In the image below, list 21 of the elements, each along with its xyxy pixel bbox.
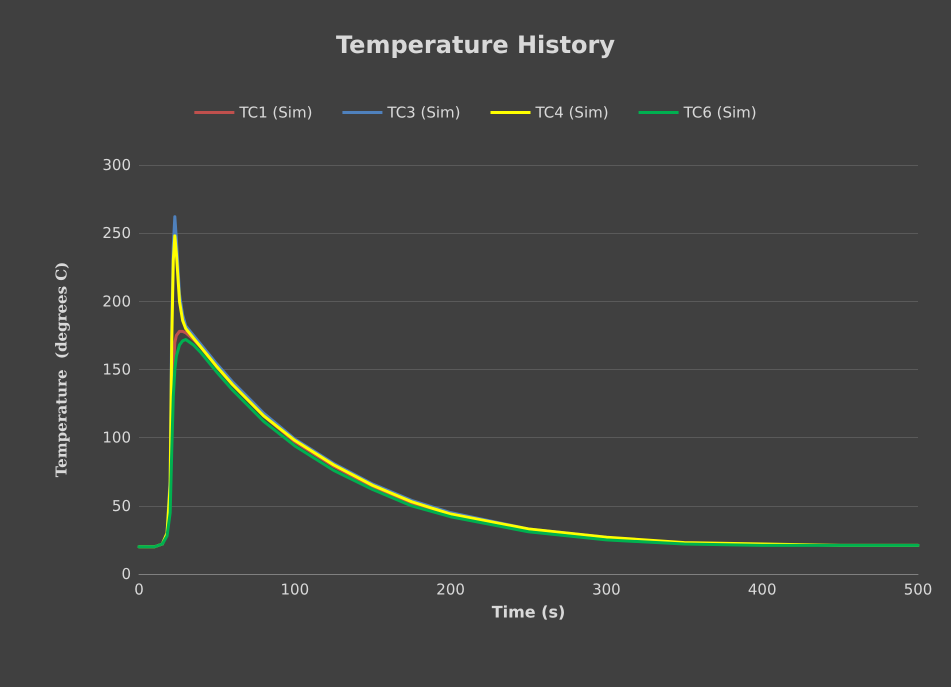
y-tick-label: 100 <box>102 428 131 447</box>
line-series <box>138 338 920 548</box>
x-tick-label: 400 <box>748 580 777 598</box>
legend-label: TC3 (Sim) <box>386 104 461 122</box>
y-tick-label: 250 <box>102 224 131 242</box>
x-tick-label: 200 <box>436 580 465 598</box>
chart-title: Temperature History <box>336 31 616 59</box>
y-tick-label: 200 <box>102 292 131 310</box>
legend-label: TC4 (Sim) <box>534 104 609 122</box>
x-tick-label: 100 <box>280 580 310 598</box>
y-tick-label: 0 <box>121 565 131 583</box>
x-tick-label: 500 <box>904 580 932 598</box>
legend-label: TC1 (Sim) <box>238 104 312 122</box>
y-tick-label: 300 <box>102 156 131 174</box>
x-axis-title: Time (s) <box>492 602 566 622</box>
x-tick-label: 0 <box>134 580 144 598</box>
y-tick-label: 50 <box>112 496 131 515</box>
y-axis-title: Temperature (degrees C) <box>52 262 70 478</box>
y-tick-label: 150 <box>102 360 131 378</box>
legend-label: TC6 (Sim) <box>682 104 757 122</box>
x-tick-label: 300 <box>592 580 621 598</box>
